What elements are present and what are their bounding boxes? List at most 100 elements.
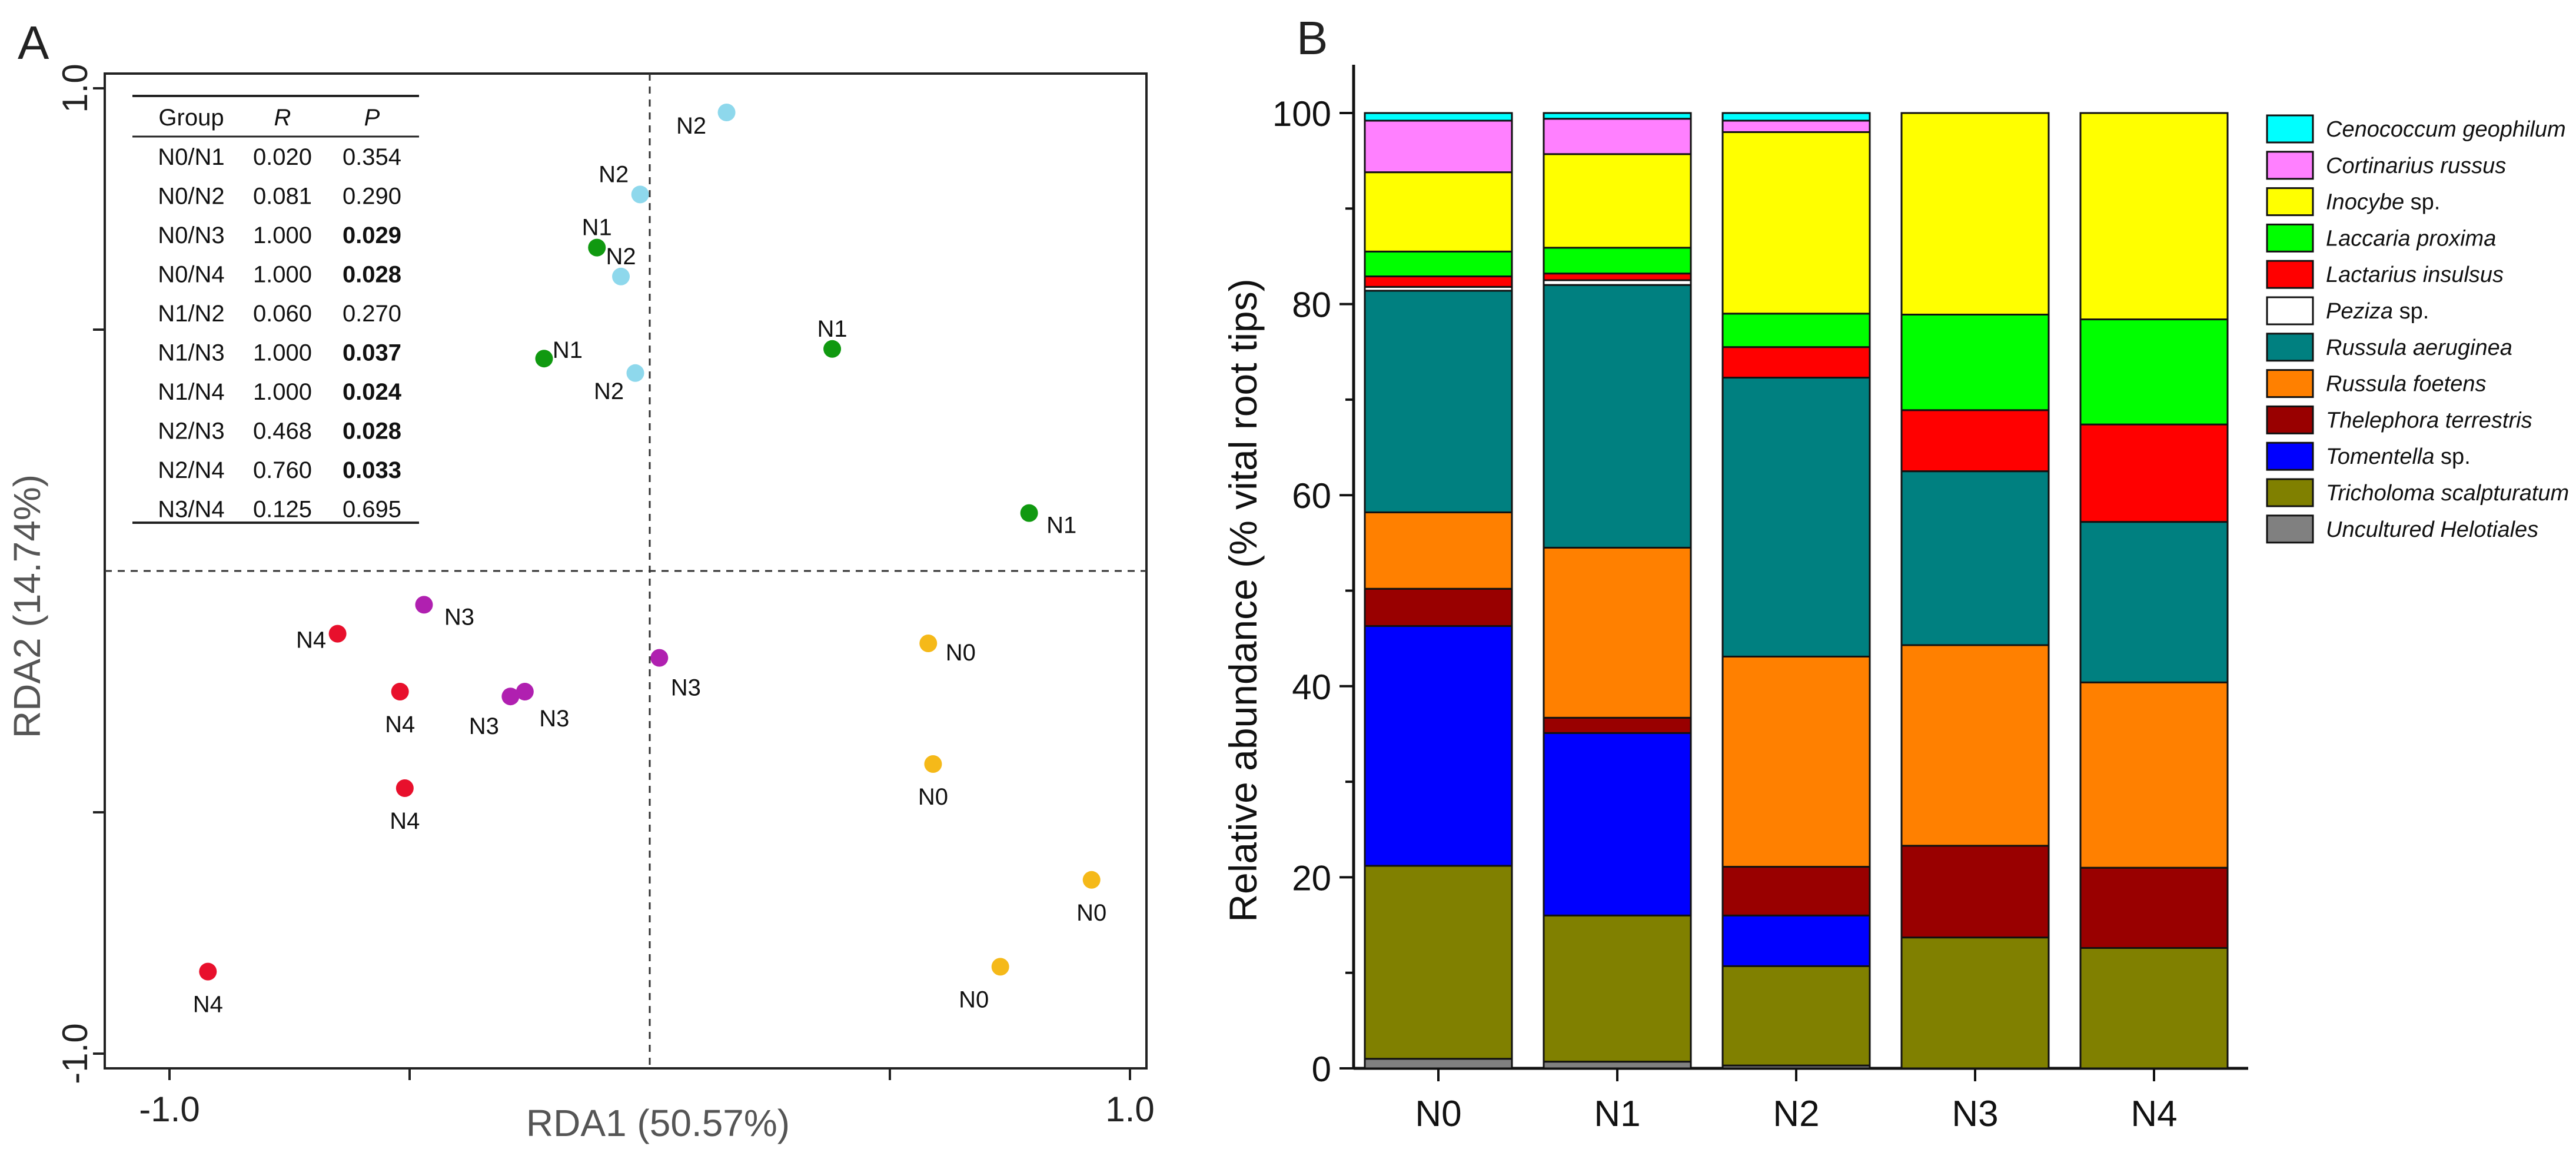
legend-item: Tomentella sp. bbox=[2266, 441, 2471, 471]
x-tick-label: N3 bbox=[1952, 1094, 1998, 1134]
panel-b-stacked-bar-chart: B 0 20 40 60 80 100 N0 N1 N2 N3 N4 Cenococcum geop… bbox=[1221, 12, 2569, 1134]
table-cell-p: 0.037 bbox=[343, 340, 401, 366]
table-cell-p: 0.270 bbox=[343, 301, 401, 327]
table-cell-p: 0.354 bbox=[343, 144, 401, 170]
table-cell-r: 1.000 bbox=[253, 262, 312, 288]
legend-item: Cenococcum geophilum bbox=[2266, 114, 2566, 144]
point-label: N0 bbox=[918, 784, 948, 810]
point-label: N1 bbox=[1046, 513, 1076, 539]
bar-segment bbox=[1543, 284, 1692, 549]
table-cell-group: N2/N4 bbox=[158, 457, 224, 483]
legend-item: Russula aeruginea bbox=[2266, 333, 2512, 362]
scatter-point-n0 bbox=[991, 958, 1009, 976]
table-cell-r: 1.000 bbox=[253, 222, 312, 248]
legend-swatch bbox=[2266, 514, 2314, 544]
table-cell-r: 0.468 bbox=[253, 419, 312, 444]
scatter-point-n4 bbox=[395, 779, 414, 797]
bar-segment bbox=[1543, 1061, 1692, 1070]
bar-segment bbox=[1721, 965, 1871, 1067]
table-cell-group: N0/N1 bbox=[158, 144, 224, 170]
scatter-point-n4 bbox=[328, 625, 347, 643]
scatter-point-n2 bbox=[717, 104, 736, 121]
legend-label: Russula foetens bbox=[2326, 372, 2487, 397]
scatter-point-n1 bbox=[535, 350, 553, 368]
table-cell-r: 1.000 bbox=[253, 340, 312, 366]
table-row: N0/N2 0.081 0.290 bbox=[158, 184, 401, 210]
legend-item: Inocybe sp. bbox=[2266, 187, 2440, 217]
table-row: N3/N4 0.125 0.695 bbox=[158, 497, 401, 523]
bar-segment bbox=[1900, 313, 2050, 411]
x-tick-label: N2 bbox=[1773, 1094, 1819, 1134]
x-tick-label: 1.0 bbox=[1105, 1090, 1154, 1129]
table-cell-r: 0.060 bbox=[253, 301, 312, 327]
table-header-cell: R bbox=[274, 105, 291, 131]
point-label: N2 bbox=[606, 244, 636, 270]
legend-swatch bbox=[2266, 405, 2314, 434]
bar-segment bbox=[1364, 171, 1513, 253]
x-tick-label: N0 bbox=[1415, 1094, 1461, 1134]
table-row: N0/N3 1.000 0.029 bbox=[158, 222, 401, 248]
bar-segment bbox=[1543, 914, 1692, 1063]
table-cell-r: 0.081 bbox=[253, 184, 312, 210]
table-cell-group: N0/N2 bbox=[158, 184, 224, 210]
scatter-point-n0 bbox=[919, 635, 938, 652]
point-label: N1 bbox=[553, 337, 583, 363]
y-tick-label: 100 bbox=[1272, 94, 1331, 134]
point-label: N0 bbox=[946, 640, 976, 666]
bar-segment bbox=[1721, 377, 1871, 657]
bar-segment bbox=[1364, 625, 1513, 867]
point-label: N4 bbox=[385, 712, 415, 738]
point-label: N2 bbox=[594, 378, 624, 404]
scatter-point-n3 bbox=[501, 688, 520, 706]
panel-a-label: A bbox=[18, 16, 49, 69]
table-cell-r: 0.125 bbox=[253, 497, 312, 523]
bar-segment bbox=[1543, 247, 1692, 275]
legend-swatch bbox=[2266, 260, 2314, 289]
scatter-point-n3 bbox=[516, 683, 534, 700]
bar-segment bbox=[1364, 119, 1513, 174]
y-tick-label: -1.0 bbox=[55, 1023, 95, 1084]
legend-swatch bbox=[2266, 223, 2314, 253]
scatter-point-n3 bbox=[415, 596, 433, 614]
legend-item: Thelephora terrestris bbox=[2266, 405, 2532, 434]
scatter-point-n4 bbox=[391, 683, 409, 700]
bar-segment bbox=[2079, 866, 2229, 949]
scatter-point-n3 bbox=[650, 649, 669, 667]
scatter-point-n1 bbox=[588, 238, 606, 257]
legend-label: Cortinarius russus bbox=[2326, 154, 2506, 178]
panel-a-x-axis-title: RDA1 (50.57%) bbox=[526, 1102, 790, 1144]
table-row: N0/N1 0.020 0.354 bbox=[158, 144, 401, 170]
bar-stack-n4 bbox=[2079, 112, 2229, 1070]
bar-segment bbox=[1721, 313, 1871, 348]
table-cell-r: 0.020 bbox=[253, 144, 312, 170]
panel-b-axes: 0 20 40 60 80 100 N0 N1 N2 N3 N4 bbox=[1272, 65, 2248, 1134]
table-cell-p: 0.033 bbox=[343, 457, 401, 483]
legend-label: Lactarius insulsus bbox=[2326, 263, 2504, 287]
table-cell-group: N1/N3 bbox=[158, 340, 224, 366]
scatter-point-n1 bbox=[1020, 504, 1038, 522]
panel-a-rda-plot: A -1.0 1.0-1.01.0 Group R PN0/N1 0.020 0.354N… bbox=[6, 16, 1155, 1144]
table-cell-group: N3/N4 bbox=[158, 497, 224, 523]
bar-segment bbox=[1900, 470, 2050, 646]
panel-a-axis-ticks: -1.0 1.0 -1.0 1.0 bbox=[55, 64, 1155, 1129]
bar-segment bbox=[1721, 655, 1871, 868]
bar-segment bbox=[1900, 112, 2050, 316]
legend-swatch bbox=[2266, 296, 2314, 326]
table-cell-p: 0.028 bbox=[343, 262, 401, 288]
bar-segment bbox=[1543, 732, 1692, 916]
y-tick-label: 60 bbox=[1292, 476, 1331, 516]
bar-segment bbox=[1900, 409, 2050, 473]
bar-segment bbox=[2079, 318, 2229, 426]
scatter-point-n4 bbox=[199, 962, 217, 981]
legend-item: Lactarius insulsus bbox=[2266, 260, 2504, 289]
bar-segment bbox=[1364, 250, 1513, 278]
bar-segment bbox=[2079, 681, 2229, 869]
panel-a-y-axis-title: RDA2 (14.74%) bbox=[6, 474, 48, 738]
bar-segment bbox=[1721, 914, 1871, 967]
table-cell-p: 0.695 bbox=[343, 497, 401, 523]
legend-label: Russula aeruginea bbox=[2326, 336, 2512, 360]
scatter-point-n1 bbox=[823, 340, 842, 358]
bar-segment bbox=[2079, 947, 2229, 1070]
